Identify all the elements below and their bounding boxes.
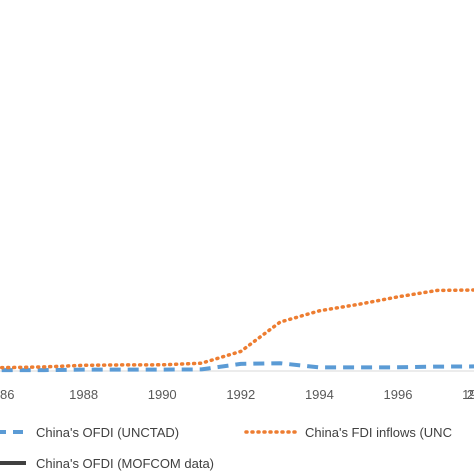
legend-label-ofdi-mofcom: China's OFDI (MOFCOM data) <box>36 456 214 471</box>
x-tick-label: 1998 <box>462 387 474 402</box>
x-tick-labels: 8619881990199219941996199820002002200420… <box>0 387 474 402</box>
x-tick-label: 2 <box>467 387 474 402</box>
series-layer <box>0 288 474 373</box>
x-tick-label: 1994 <box>305 387 334 402</box>
series-line-china-s-fdi-inflows-unc-1 <box>0 288 474 370</box>
x-tick-label: 1992 <box>226 387 255 402</box>
x-tick-label: 1988 <box>69 387 98 402</box>
series-line-china-s-ofdi-unctad-0 <box>0 361 474 373</box>
x-tick-label: 86 <box>0 387 14 402</box>
legend-label-fdi-inflows: China's FDI inflows (UNC <box>305 425 452 440</box>
x-tick-label: 1990 <box>148 387 177 402</box>
legend: China's OFDI (UNCTAD) China's FDI inflow… <box>0 425 452 471</box>
x-tick-label: 1996 <box>384 387 413 402</box>
legend-label-ofdi-unctad: China's OFDI (UNCTAD) <box>36 425 179 440</box>
